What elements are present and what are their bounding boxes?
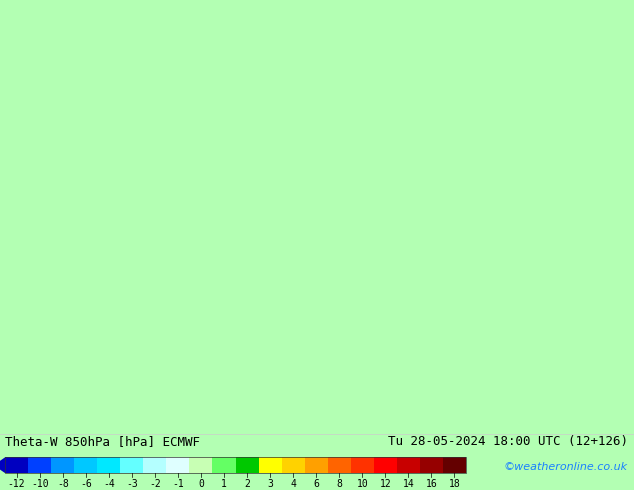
Text: 2: 2	[244, 479, 250, 489]
Text: -3: -3	[126, 479, 138, 489]
Bar	[97, 457, 120, 473]
Bar	[143, 457, 166, 473]
Text: -12: -12	[8, 479, 25, 489]
Bar	[328, 457, 351, 473]
Bar	[190, 457, 212, 473]
Bar	[51, 457, 74, 473]
Bar	[397, 457, 420, 473]
Text: 4: 4	[290, 479, 296, 489]
Text: -1: -1	[172, 479, 184, 489]
Bar	[351, 457, 374, 473]
Bar	[374, 457, 397, 473]
Bar	[305, 457, 328, 473]
Text: -10: -10	[31, 479, 48, 489]
Bar	[420, 457, 443, 473]
Bar	[166, 457, 190, 473]
Text: 6: 6	[313, 479, 319, 489]
Text: -8: -8	[57, 479, 68, 489]
Text: -2: -2	[149, 479, 161, 489]
Text: 1: 1	[221, 479, 227, 489]
Text: 10: 10	[356, 479, 368, 489]
Text: 3: 3	[267, 479, 273, 489]
Text: 14: 14	[403, 479, 414, 489]
Bar	[236, 457, 259, 473]
Text: 0: 0	[198, 479, 204, 489]
Text: Theta-W 850hPa [hPa] ECMWF: Theta-W 850hPa [hPa] ECMWF	[5, 435, 200, 448]
Text: 8: 8	[336, 479, 342, 489]
Text: -6: -6	[80, 479, 91, 489]
Polygon shape	[0, 457, 5, 473]
Bar	[281, 457, 305, 473]
Text: 18: 18	[449, 479, 460, 489]
Text: ©weatheronline.co.uk: ©weatheronline.co.uk	[503, 462, 628, 472]
Bar	[212, 457, 235, 473]
Bar	[5, 457, 466, 473]
Bar	[443, 457, 466, 473]
Text: Tu 28-05-2024 18:00 UTC (12+126): Tu 28-05-2024 18:00 UTC (12+126)	[387, 435, 628, 448]
Text: -4: -4	[103, 479, 115, 489]
Text: 12: 12	[380, 479, 391, 489]
Bar	[28, 457, 51, 473]
Text: 16: 16	[425, 479, 437, 489]
Bar	[5, 457, 28, 473]
Bar	[74, 457, 97, 473]
Bar	[259, 457, 281, 473]
Bar	[120, 457, 143, 473]
